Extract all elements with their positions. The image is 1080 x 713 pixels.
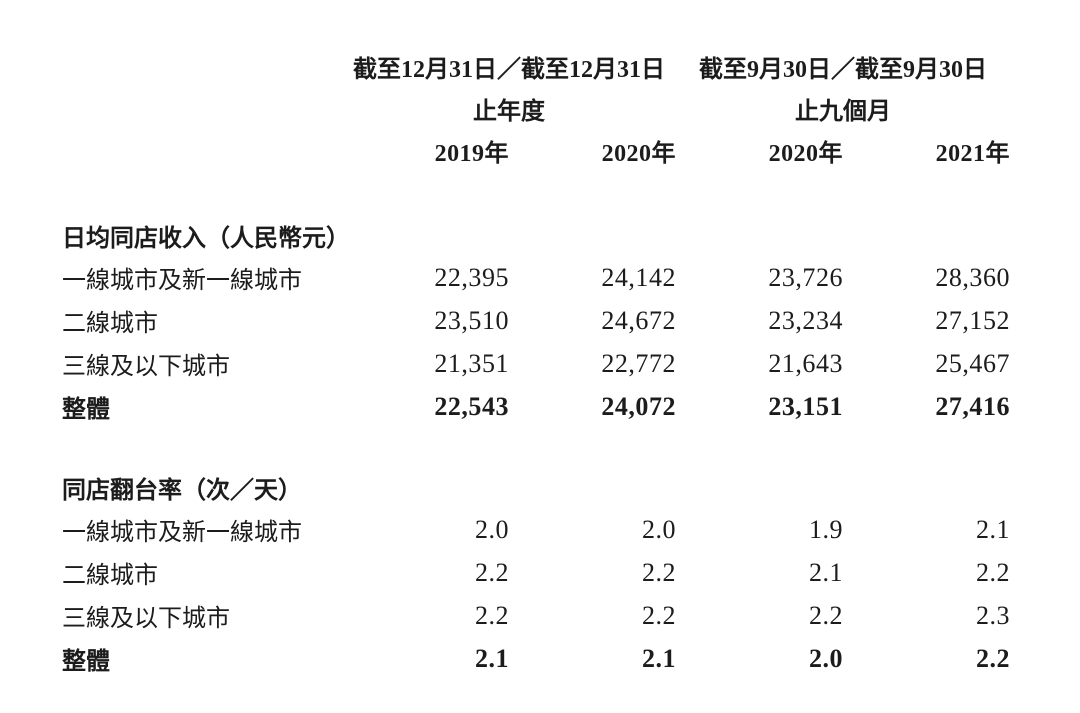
cell-value: 22,395 — [434, 262, 509, 292]
row-label: 整體 — [62, 397, 110, 423]
period-header-nine-months: 截至9月30日／截至9月30日 — [699, 56, 987, 83]
cell-value: 23,151 — [768, 391, 843, 421]
row-label: 三線及以下城市 — [62, 354, 230, 380]
section-gap — [62, 428, 1010, 466]
table-row-tier1-revenue: 一線城市及新一線城市 22,395 24,142 23,726 28,360 — [62, 256, 1010, 299]
cell-value: 1.9 — [808, 514, 843, 544]
cell-value: 22,543 — [434, 391, 509, 421]
cell-value: 24,072 — [601, 391, 676, 421]
table-row-tier3-turnover: 三線及以下城市 2.2 2.2 2.2 2.3 — [62, 594, 1010, 637]
section-table-turnover: 同店翻台率（次／天） — [62, 466, 1010, 508]
cell-value: 2.2 — [474, 557, 509, 587]
cell-value: 23,726 — [768, 262, 843, 292]
table-header-years-row: 2019年 2020年 2020年 2021年 — [62, 130, 1010, 170]
cell-value: 2.2 — [474, 600, 509, 630]
year-column-header-2021-9m: 2021年 — [935, 140, 1010, 167]
cell-value: 2.2 — [808, 600, 843, 630]
cell-value: 2.0 — [808, 643, 843, 673]
cell-value: 23,234 — [768, 305, 843, 335]
cell-value: 2.2 — [975, 643, 1010, 673]
duration-label-nine-months: 止九個月 — [795, 98, 891, 125]
table-header-period-row: 截至12月31日／截至12月31日 截至9月30日／截至9月30日 — [62, 46, 1010, 86]
duration-label-annual: 止年度 — [473, 98, 545, 125]
cell-value: 23,510 — [434, 305, 509, 335]
cell-value: 2.1 — [641, 643, 676, 673]
cell-value: 2.0 — [641, 514, 676, 544]
row-label: 一線城市及新一線城市 — [62, 520, 302, 546]
cell-value: 21,351 — [434, 348, 509, 378]
cell-value: 27,152 — [935, 305, 1010, 335]
cell-value: 2.0 — [474, 514, 509, 544]
year-column-header-2019: 2019年 — [434, 140, 509, 167]
section-gap — [62, 170, 1010, 214]
cell-value: 2.3 — [975, 600, 1010, 630]
cell-value: 2.1 — [474, 643, 509, 673]
cell-value: 24,142 — [601, 262, 676, 292]
cell-value: 2.2 — [641, 557, 676, 587]
cell-value: 2.2 — [975, 557, 1010, 587]
section-daily-revenue: 日均同店收入（人民幣元） — [62, 214, 1010, 256]
cell-value: 25,467 — [935, 348, 1010, 378]
cell-value: 28,360 — [935, 262, 1010, 292]
cell-value: 2.2 — [641, 600, 676, 630]
row-label: 整體 — [62, 649, 110, 675]
period-header-year-end: 截至12月31日／截至12月31日 — [353, 56, 665, 83]
table-row-tier2-revenue: 二線城市 23,510 24,672 23,234 27,152 — [62, 299, 1010, 342]
table-row-overall-turnover: 整體 2.1 2.1 2.0 2.2 — [62, 637, 1010, 680]
table-row-tier1-turnover: 一線城市及新一線城市 2.0 2.0 1.9 2.1 — [62, 508, 1010, 551]
year-column-header-2020-annual: 2020年 — [601, 140, 676, 167]
row-label: 二線城市 — [62, 563, 158, 589]
table-row-tier3-revenue: 三線及以下城市 21,351 22,772 21,643 25,467 — [62, 342, 1010, 385]
row-label: 二線城市 — [62, 311, 158, 337]
cell-value: 2.1 — [975, 514, 1010, 544]
section-title-table-turnover: 同店翻台率（次／天） — [62, 477, 302, 504]
cell-value: 27,416 — [935, 391, 1010, 421]
table-row-overall-revenue: 整體 22,543 24,072 23,151 27,416 — [62, 385, 1010, 428]
year-column-header-2020-9m: 2020年 — [768, 140, 843, 167]
cell-value: 2.1 — [808, 557, 843, 587]
section-title-daily-revenue: 日均同店收入（人民幣元） — [62, 225, 350, 252]
table-header-duration-row: 止年度 止九個月 — [62, 86, 1010, 130]
table-row-tier2-turnover: 二線城市 2.2 2.2 2.1 2.2 — [62, 551, 1010, 594]
row-label: 三線及以下城市 — [62, 606, 230, 632]
row-label: 一線城市及新一線城市 — [62, 268, 302, 294]
cell-value: 21,643 — [768, 348, 843, 378]
cell-value: 22,772 — [601, 348, 676, 378]
cell-value: 24,672 — [601, 305, 676, 335]
